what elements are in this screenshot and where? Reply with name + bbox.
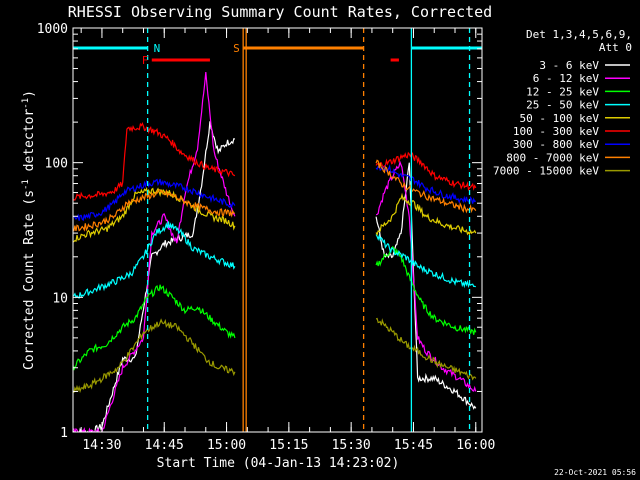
- series-line-2-seg2: [375, 160, 477, 392]
- x-tick-label-4: 15:15: [269, 438, 308, 453]
- y-axis-label-main: Corrected Count Rate (s: [22, 190, 37, 370]
- y-tick-label-2: 10: [52, 291, 68, 306]
- series-line-8-seg1: [73, 188, 236, 232]
- x-tick-label-5: 15:30: [332, 438, 371, 453]
- x-tick-label-3: 15:00: [207, 438, 246, 453]
- series-line-1-seg2: [375, 162, 477, 410]
- x-tick-label-6: 15:45: [394, 438, 433, 453]
- chart-title: RHESSI Observing Summary Count Rates, Co…: [68, 3, 492, 21]
- legend-label-5: 50 - 100 keV: [520, 112, 600, 125]
- legend-label-9: 7000 - 15000 keV: [493, 165, 599, 178]
- series-line-6-seg2: [375, 151, 477, 192]
- series-line-9-seg2: [375, 317, 477, 381]
- y-axis-label: Corrected Count Rate (s-1 detector-1): [21, 90, 37, 370]
- tick-layer: 1 10 100 1000 14:30 14:45 15:00 15:15 15:30 15:45…: [37, 22, 496, 453]
- legend-label-8: 800 - 7000 keV: [506, 151, 599, 164]
- series-line-9-seg1: [73, 318, 236, 394]
- y-tick-label-1: 1: [60, 426, 68, 441]
- series-line-2-seg1: [73, 72, 236, 432]
- series-line-4-seg2: [375, 233, 476, 289]
- legend-label-6: 100 - 300 keV: [513, 125, 599, 138]
- legend-label-2: 6 - 12 keV: [533, 72, 600, 85]
- y-tick-label-3: 100: [45, 157, 68, 172]
- series-line-3-seg2: [375, 245, 477, 335]
- flag-label-n: N: [154, 42, 161, 55]
- series-line-3-seg1: [73, 284, 236, 371]
- series-line-1-seg1: [73, 121, 236, 432]
- y-axis-label-sup1: -1: [21, 179, 31, 190]
- y-axis-label-end: ): [22, 90, 37, 98]
- x-tick-label-2: 14:45: [145, 438, 184, 453]
- series-line-5-seg1: [73, 186, 236, 243]
- series-line-5-seg2: [375, 192, 477, 236]
- series-line-8-seg2: [375, 159, 477, 214]
- flag-label-s: S: [233, 42, 240, 55]
- y-axis-label-mid: detector: [22, 109, 37, 180]
- detector-info-line2: Att 0: [599, 41, 632, 54]
- detector-info-line1: Det 1,3,4,5,6,9,: [526, 28, 632, 41]
- series-line-7-seg2: [375, 164, 477, 206]
- legend-label-7: 300 - 800 keV: [513, 138, 599, 151]
- x-tick-label-1: 14:30: [82, 438, 121, 453]
- y-tick-label-4: 1000: [37, 22, 68, 37]
- series-line-7-seg1: [73, 178, 236, 222]
- series-line-4-seg1: [73, 221, 236, 299]
- plot-frame: [72, 27, 483, 433]
- legend-label-3: 12 - 25 keV: [526, 85, 599, 98]
- legend-label-1: 3 - 6 keV: [539, 59, 599, 72]
- legend-label-4: 25 - 50 keV: [526, 99, 599, 112]
- series-line-6-seg1: [73, 122, 236, 201]
- y-axis-label-sup2: -1: [21, 98, 31, 109]
- x-tick-label-7: 16:00: [456, 438, 495, 453]
- x-axis-label: Start Time (04-Jan-13 14:23:02): [157, 456, 400, 471]
- flag-layer: NF S: [73, 28, 482, 432]
- series-layer: [73, 72, 477, 432]
- flag-label-f: F: [142, 54, 149, 67]
- footer-date: 22-Oct-2021 05:56: [554, 468, 636, 477]
